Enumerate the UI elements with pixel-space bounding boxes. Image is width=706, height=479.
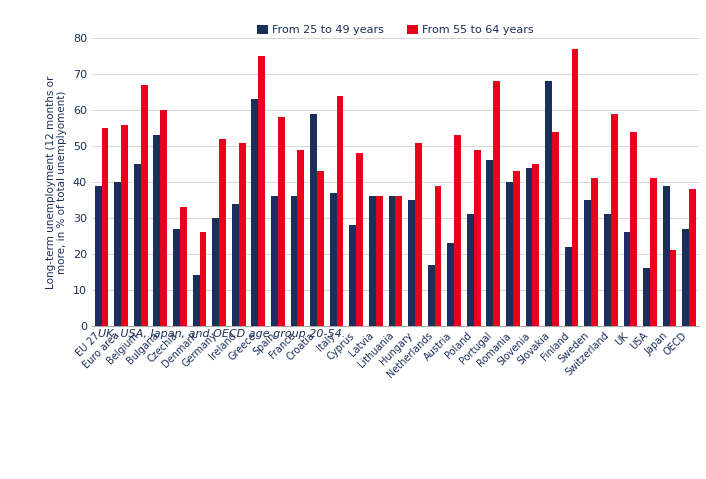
Bar	[395, 196, 402, 326]
Bar	[408, 200, 415, 326]
Bar	[271, 196, 278, 326]
Bar	[258, 57, 265, 326]
Bar	[291, 196, 297, 326]
Bar	[513, 171, 520, 326]
Bar	[337, 96, 343, 326]
Bar	[525, 168, 532, 326]
Bar	[545, 81, 552, 326]
Bar	[493, 81, 500, 326]
Bar	[376, 196, 383, 326]
Bar	[180, 207, 187, 326]
Bar	[232, 204, 239, 326]
Bar	[317, 171, 324, 326]
Bar	[623, 232, 630, 326]
Bar	[193, 275, 200, 326]
Bar	[532, 164, 539, 326]
Bar	[572, 49, 578, 326]
Bar	[552, 132, 559, 326]
Bar	[434, 186, 441, 326]
Y-axis label: Long-term unemployment (12 months or
more, in % of total unemplyoment): Long-term unemployment (12 months or mor…	[46, 75, 67, 289]
Bar	[102, 128, 109, 326]
Text: UK, USA, Japan, and OECD age group 20-54.: UK, USA, Japan, and OECD age group 20-54…	[98, 329, 345, 339]
Bar	[160, 110, 167, 326]
Bar	[349, 225, 357, 326]
Bar	[153, 136, 160, 326]
Bar	[486, 160, 493, 326]
Bar	[388, 196, 395, 326]
Bar	[585, 200, 591, 326]
Bar	[454, 136, 461, 326]
Bar	[669, 251, 676, 326]
Bar	[239, 143, 246, 326]
Bar	[278, 117, 285, 326]
Bar	[114, 182, 121, 326]
Legend: From 25 to 49 years, From 55 to 64 years: From 25 to 49 years, From 55 to 64 years	[253, 21, 538, 40]
Bar	[467, 215, 474, 326]
Bar	[95, 186, 102, 326]
Bar	[310, 114, 317, 326]
Bar	[428, 264, 434, 326]
Bar	[330, 193, 337, 326]
Bar	[173, 229, 180, 326]
Bar	[630, 132, 638, 326]
Bar	[689, 189, 696, 326]
Bar	[506, 182, 513, 326]
Bar	[565, 247, 572, 326]
Bar	[369, 196, 376, 326]
Bar	[682, 229, 689, 326]
Bar	[297, 150, 304, 326]
Bar	[251, 100, 258, 326]
Bar	[415, 143, 421, 326]
Bar	[140, 85, 148, 326]
Bar	[643, 268, 650, 326]
Bar	[611, 114, 618, 326]
Bar	[219, 139, 226, 326]
Bar	[474, 150, 481, 326]
Bar	[591, 179, 598, 326]
Bar	[448, 243, 454, 326]
Bar	[213, 218, 219, 326]
Bar	[121, 125, 128, 326]
Bar	[650, 179, 657, 326]
Bar	[134, 164, 140, 326]
Bar	[357, 153, 363, 326]
Bar	[604, 215, 611, 326]
Bar	[663, 186, 669, 326]
Bar	[200, 232, 206, 326]
